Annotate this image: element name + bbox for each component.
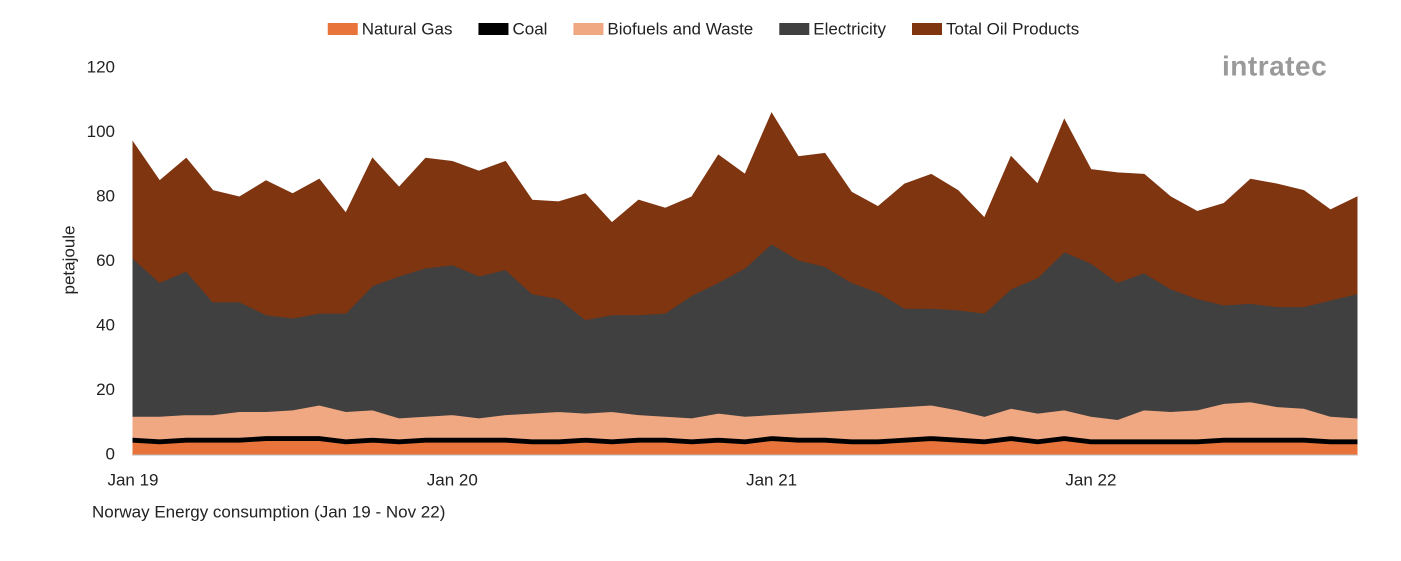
x-tick-label: Jan 21 <box>746 470 797 489</box>
legend-swatch <box>573 23 604 35</box>
area <box>132 112 1358 321</box>
legend-label: Biofuels and Waste <box>607 19 753 38</box>
legend-swatch <box>327 23 358 35</box>
logo: intratec <box>1222 50 1327 81</box>
y-tick-label: 120 <box>87 57 115 76</box>
legend-label: Natural Gas <box>362 19 453 38</box>
y-tick-label: 0 <box>106 444 115 463</box>
chart-title: Norway Energy consumption (Jan 19 - Nov … <box>92 502 445 521</box>
y-axis-label: petajoule <box>59 225 78 294</box>
legend-swatch <box>478 23 509 35</box>
legend-label: Electricity <box>813 19 886 38</box>
x-tick-label: Jan 19 <box>107 470 158 489</box>
y-tick-label: 100 <box>87 122 115 141</box>
legend-swatch <box>779 23 810 35</box>
y-tick-label: 80 <box>96 186 115 205</box>
legend-label: Total Oil Products <box>946 19 1079 38</box>
legend-swatch <box>912 23 943 35</box>
legend-label: Coal <box>512 19 547 38</box>
y-tick-label: 40 <box>96 315 115 334</box>
y-tick-label: 20 <box>96 380 115 399</box>
x-tick-label: Jan 22 <box>1065 470 1116 489</box>
y-tick-label: 60 <box>96 251 115 270</box>
x-tick-label: Jan 20 <box>427 470 478 489</box>
legend: Natural Gas Coal Biofuels and Waste Electri… <box>327 19 1079 38</box>
